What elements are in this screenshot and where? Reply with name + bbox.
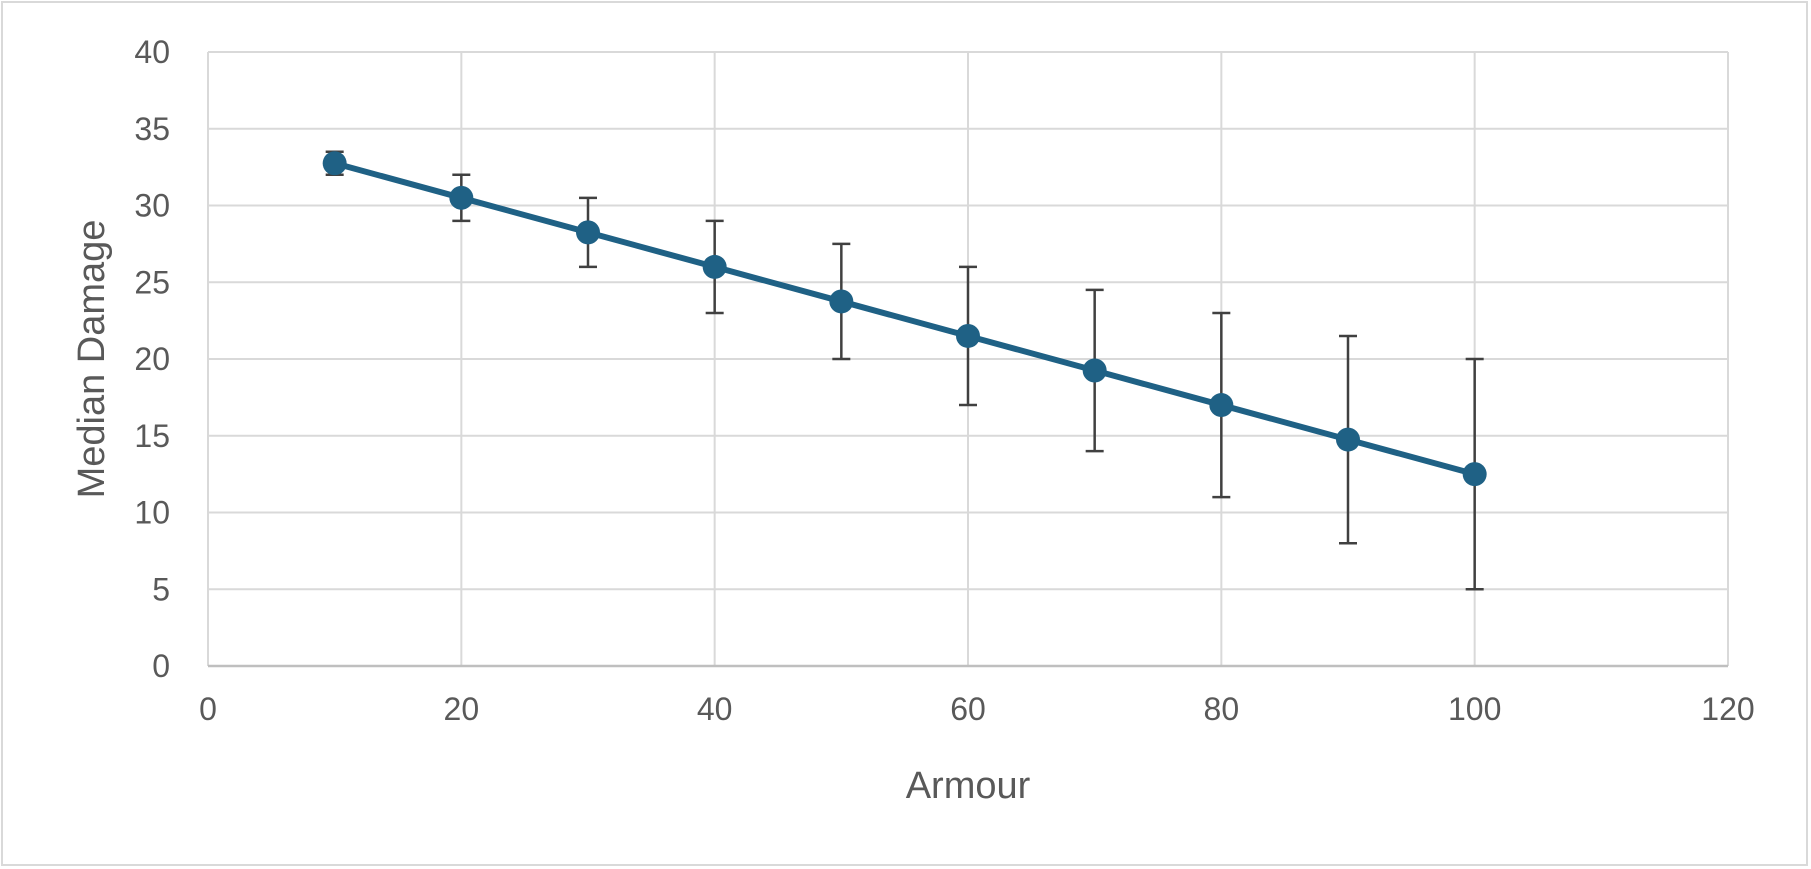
y-tick-label: 20 <box>134 341 170 377</box>
tick-labels: 0 5 10 15 20 25 30 35 40 0 20 40 60 80 100 120 <box>134 34 1754 727</box>
series-layer <box>322 151 1487 487</box>
y-tick-label: 40 <box>134 34 170 70</box>
y-tick-label: 10 <box>134 495 170 531</box>
data-point <box>449 185 474 210</box>
data-point <box>1336 427 1360 452</box>
x-tick-label: 120 <box>1701 691 1754 727</box>
error-bars <box>325 150 1484 591</box>
series-line <box>333 160 1476 478</box>
y-axis-title: Median Damage <box>71 220 113 499</box>
data-point <box>322 151 347 176</box>
data-point <box>1462 462 1487 487</box>
data-point <box>702 254 727 279</box>
data-point <box>956 323 980 348</box>
data-point <box>1082 358 1107 383</box>
y-tick-label: 15 <box>134 418 170 454</box>
y-tick-label: 0 <box>152 648 170 684</box>
y-tick-label: 25 <box>134 264 170 300</box>
y-tick-label: 30 <box>134 188 170 224</box>
x-tick-label: 0 <box>199 691 217 727</box>
x-axis-title: Armour <box>906 765 1031 807</box>
chart-plot: 0 5 10 15 20 25 30 35 40 0 20 40 60 80 100 120 Armour M… <box>71 34 1755 807</box>
y-tick-label: 5 <box>152 571 170 607</box>
x-tick-label: 40 <box>697 691 733 727</box>
data-point <box>576 220 600 245</box>
data-point <box>1209 393 1234 418</box>
data-point <box>829 289 854 314</box>
x-tick-label: 80 <box>1204 691 1240 727</box>
y-tick-label: 35 <box>134 111 170 147</box>
x-tick-label: 20 <box>444 691 480 727</box>
x-tick-label: 60 <box>950 691 986 727</box>
x-tick-label: 100 <box>1448 691 1501 727</box>
